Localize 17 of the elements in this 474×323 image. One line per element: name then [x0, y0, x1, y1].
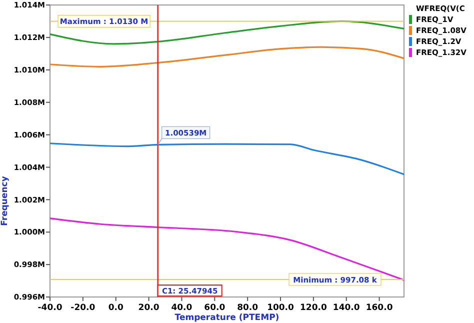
- x-tick-label: 20.0: [138, 303, 160, 313]
- x-tick-label: 40.0: [171, 303, 192, 313]
- x-tick-label: 0.0: [108, 303, 124, 313]
- y-axis-title: Frequency: [0, 176, 10, 226]
- x-tick-label: 100.0: [267, 303, 294, 313]
- x-axis-title: Temperature (PTEMP): [174, 313, 280, 323]
- x-tick-label: 160.0: [366, 303, 393, 313]
- line-series: [49, 218, 405, 281]
- x-tick-label: -40.0: [38, 303, 62, 313]
- x-tick-label: 140.0: [332, 303, 360, 313]
- x-tick-label: 120.0: [300, 303, 327, 313]
- line-series: [49, 46, 405, 68]
- x-tick-label: 80.0: [237, 303, 258, 313]
- line-series: [49, 20, 405, 45]
- x-tick-label: -20.0: [70, 303, 96, 313]
- line-series: [49, 142, 405, 176]
- x-tick-label: 60.0: [204, 303, 226, 313]
